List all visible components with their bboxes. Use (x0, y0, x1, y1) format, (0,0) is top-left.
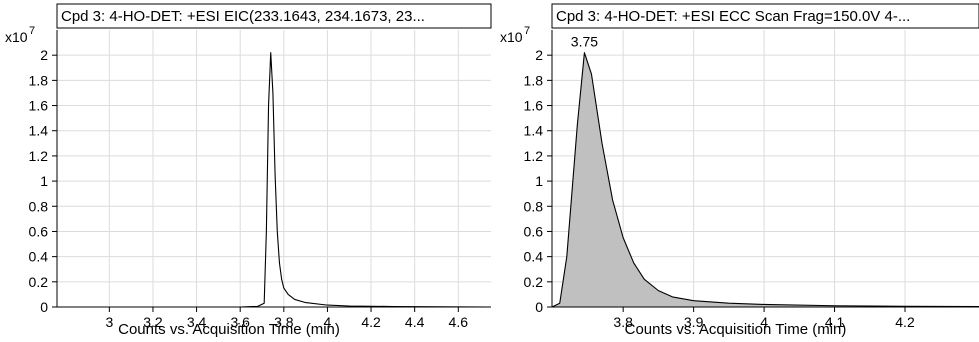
y-tick-label: 1.8 (524, 72, 544, 88)
series-line-1 (551, 52, 979, 308)
x-tick-label: 4 (760, 314, 768, 330)
chart-title: Cpd 3: 4-HO-DET: +ESI EIC(233.1643, 234.… (61, 8, 425, 25)
x-tick-label: 4.4 (405, 314, 425, 330)
x-tick-label: 3.6 (230, 314, 250, 330)
chart-title-box (551, 3, 979, 29)
y-tick-label: 0.2 (524, 274, 544, 290)
y-tick-label: 1.4 (29, 123, 49, 139)
plot-area (57, 30, 491, 307)
x-tick-label: 3.9 (684, 314, 704, 330)
y-tick-label: 0 (40, 299, 48, 315)
x-tick-label: 3 (105, 314, 113, 330)
x-tick-label: 4.6 (449, 314, 469, 330)
y-tick-label: 1.4 (524, 123, 544, 139)
y-tick-label: 0.6 (29, 223, 49, 239)
chart-panel-2: 0 0.2 0.4 0.6 0.8 1 1.2 1.4 1.6 1.8 2 3.8 3.9 4 4.1 4.2… (500, 3, 979, 338)
y-tick-label: 1.6 (29, 98, 49, 114)
x-tick-label: 3.8 (274, 314, 294, 330)
y-tick-label: 1 (535, 173, 543, 189)
y-tick-label: 1 (40, 173, 48, 189)
x-tick-label: 4.1 (825, 314, 845, 330)
y-tick-label: 0 (535, 299, 543, 315)
y-tick-label: 0.8 (29, 198, 49, 214)
y-tick-label: 2 (40, 47, 48, 63)
y-tick-label: 1.2 (29, 148, 49, 164)
peak-area (552, 52, 979, 307)
y-tick-label: 2 (535, 47, 543, 63)
x-axis-title: Counts vs. Acquisition Time (min) (625, 321, 847, 338)
y-exponent-label: 7 (524, 25, 530, 37)
peak-label: 3.75 (571, 34, 598, 50)
y-tick-label: 1.6 (524, 98, 544, 114)
y-tick-label: 1.8 (29, 72, 49, 88)
x-axis-title: Counts vs. Acquisition Time (min) (118, 321, 340, 338)
y-tick-label: 0.4 (29, 249, 49, 265)
chart-title-box (56, 3, 492, 29)
x-tick-label: 4.2 (361, 314, 381, 330)
y-tick-label: 0.4 (524, 249, 544, 265)
x-tick-label: 4 (324, 314, 332, 330)
x-tick-label: 3.4 (187, 314, 207, 330)
x-tick-label: 3.8 (613, 314, 633, 330)
chart-title: Cpd 3: 4-HO-DET: +ESI ECC Scan Frag=150.… (556, 8, 910, 25)
series-line-1 (57, 52, 492, 308)
y-tick-label: 0.2 (29, 274, 49, 290)
y-multiplier-label: x10 (500, 29, 523, 45)
x-tick-label: 3.2 (143, 314, 163, 330)
y-tick-label: 1.2 (524, 148, 544, 164)
y-exponent-label: 7 (29, 25, 35, 37)
y-tick-label: 0.8 (524, 198, 544, 214)
x-tick-label: 4.2 (895, 314, 915, 330)
y-tick-label: 0.6 (524, 223, 544, 239)
chart-panel-1: 0 0.2 0.4 0.6 0.8 1 1.2 1.4 1.6 1.8 2 3 3.2 3.4 3.6 3.8… (5, 3, 492, 338)
y-multiplier-label: x10 (5, 29, 28, 45)
